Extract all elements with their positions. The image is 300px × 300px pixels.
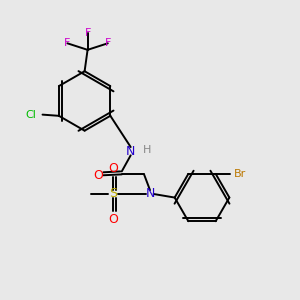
Text: N: N [145, 188, 155, 200]
Text: S: S [109, 188, 117, 200]
Text: O: O [108, 213, 118, 226]
Text: O: O [93, 169, 103, 182]
Text: N: N [126, 145, 135, 158]
Text: H: H [143, 145, 151, 155]
Text: F: F [64, 38, 70, 48]
Text: Br: Br [233, 169, 246, 179]
Text: F: F [105, 38, 111, 48]
Text: F: F [84, 28, 91, 38]
Text: O: O [108, 162, 118, 175]
Text: Cl: Cl [26, 110, 37, 120]
